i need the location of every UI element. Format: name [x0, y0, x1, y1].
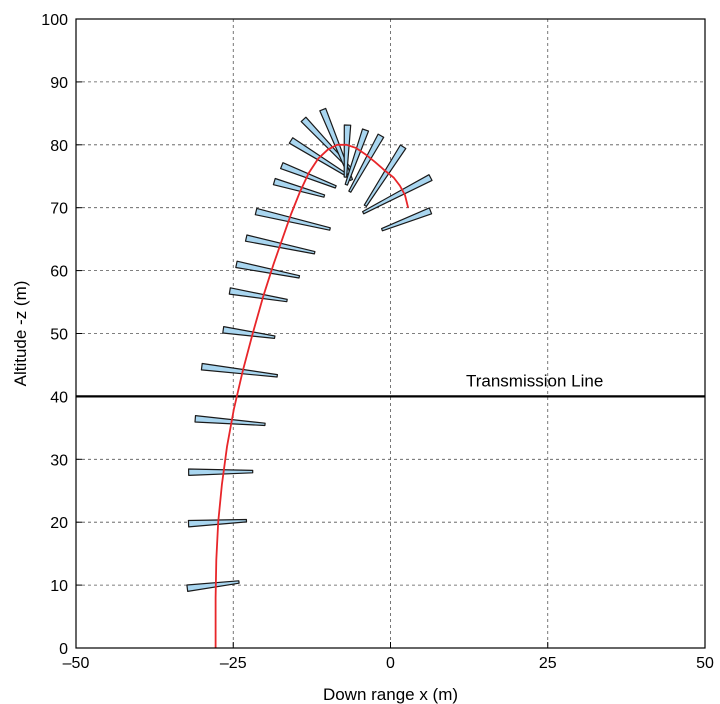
- x-tick-label: –25: [220, 655, 247, 672]
- trajectory-line: [214, 143, 409, 648]
- y-tick-label: 60: [50, 264, 68, 281]
- aircraft-snapshot: [381, 207, 433, 232]
- y-tick-label: 40: [50, 389, 68, 406]
- y-tick-label: 70: [50, 201, 68, 218]
- aircraft-snapshot: [194, 415, 266, 427]
- y-tick-label: 90: [50, 75, 68, 92]
- trajectory-group: [214, 143, 409, 648]
- y-tick-label: 50: [50, 327, 68, 344]
- aircraft-snapshot: [343, 124, 352, 178]
- y-tick-label: 30: [50, 452, 68, 469]
- aircraft-snapshot: [272, 177, 326, 198]
- aircraft-snapshot: [186, 580, 240, 593]
- aircraft-snapshot: [348, 133, 385, 193]
- aircraft-snapshot: [188, 468, 254, 476]
- aircraft-snapshot: [200, 362, 278, 378]
- aircraft-snapshot: [222, 326, 276, 339]
- transmission-line-label: Transmission Line: [466, 371, 603, 390]
- y-tick-label: 10: [50, 578, 68, 595]
- aircraft-snapshot: [228, 287, 288, 303]
- x-tick-labels: –50 –25 0 25 50: [63, 642, 714, 672]
- x-tick-label: 0: [386, 655, 395, 672]
- aircraft-snapshot: [254, 207, 331, 231]
- grid: [76, 19, 705, 648]
- aircraft-snapshots: [186, 107, 433, 593]
- y-tick-label: 20: [50, 515, 68, 532]
- x-axis-label: Down range x (m): [323, 685, 458, 704]
- y-tick-label: 80: [50, 138, 68, 155]
- aircraft-snapshot: [235, 260, 301, 279]
- x-tick-label: –50: [63, 655, 90, 672]
- y-tick-label: 100: [41, 12, 68, 29]
- y-axis-label: Altitude -z (m): [11, 281, 30, 387]
- x-tick-label: 25: [539, 655, 557, 672]
- y-tick-labels: 0 10 20 30 40 50 60 70 80 90 100: [41, 12, 82, 658]
- y-tick-label: 0: [59, 641, 68, 658]
- aircraft-snapshot: [363, 144, 407, 207]
- aircraft-snapshot: [362, 174, 433, 215]
- x-tick-label: 50: [696, 655, 714, 672]
